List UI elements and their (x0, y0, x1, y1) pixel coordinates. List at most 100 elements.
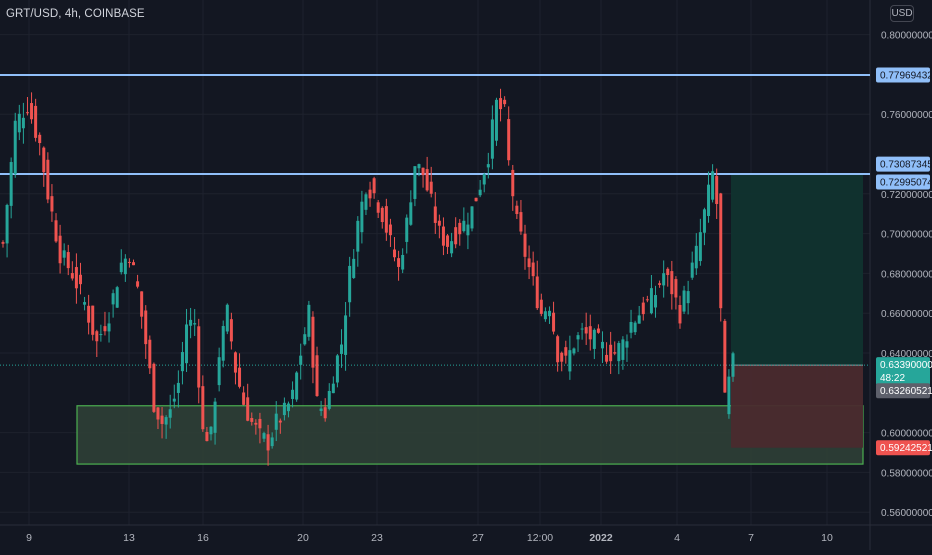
candle-body (34, 105, 38, 138)
candle-body (523, 233, 527, 257)
candle-body (132, 262, 136, 266)
candle-body (25, 112, 29, 114)
candle-body (376, 202, 380, 213)
candle-body (339, 344, 343, 354)
candle-body (401, 254, 405, 270)
x-tick-label: 2022 (589, 532, 613, 544)
candle-body (50, 196, 54, 212)
candle-body (666, 268, 670, 276)
candle-body (189, 319, 193, 326)
candle-body (609, 344, 613, 362)
candle-body (421, 167, 425, 176)
candle-body (185, 324, 189, 364)
candle-body (229, 319, 233, 342)
candle-body (572, 348, 576, 354)
candle-body (278, 420, 282, 423)
candle-body (335, 355, 339, 383)
price-axis[interactable]: 0.80000000 0.76000000 0.72000000 0.70000000… (881, 31, 932, 520)
candle-body (486, 164, 490, 168)
candle-body (535, 276, 539, 309)
candle-body (274, 413, 278, 430)
candle-body (364, 194, 368, 210)
candle-body (556, 336, 560, 363)
candle-body (103, 326, 107, 332)
candle-body (70, 273, 74, 279)
candle-body (180, 352, 184, 372)
position-stop-zone[interactable] (731, 365, 863, 448)
position-target-zone[interactable] (731, 174, 863, 366)
candle-body (17, 113, 21, 133)
candle-body (172, 398, 176, 402)
y-tick-label: 0.66000000 (881, 309, 932, 320)
candle-body (731, 353, 735, 377)
candle-body (441, 226, 445, 246)
candle-body (95, 331, 99, 342)
chart-title: GRT/USD, 4h, COINBASE (6, 8, 145, 20)
candle-body (670, 271, 674, 295)
candle-body (372, 178, 376, 194)
x-tick-label: 13 (123, 532, 135, 544)
price-label-last (876, 357, 930, 386)
candle-body (123, 258, 127, 275)
candle-body (54, 220, 58, 242)
candle-body (568, 350, 572, 372)
candle-body (564, 347, 568, 356)
candle-body (633, 322, 637, 333)
candle-body (254, 422, 258, 425)
candle-body (74, 267, 78, 289)
candle-body (217, 357, 221, 386)
candle-body (621, 339, 625, 360)
time-axis[interactable]: 9 13 16 20 23 27 12:00 2022 4 7 10 (26, 532, 833, 544)
candle-body (446, 235, 450, 247)
y-tick-label: 0.72000000 (881, 190, 932, 201)
candle-body (707, 184, 711, 217)
candle-body (715, 176, 719, 204)
y-tick-label: 0.58000000 (881, 468, 932, 479)
candle-body (576, 335, 580, 340)
candle-body (250, 418, 254, 422)
price-label-text: 0.63260521 (880, 386, 932, 397)
candle-body (209, 426, 213, 435)
candle-body (380, 207, 384, 223)
candle-body (470, 206, 474, 229)
candle-body (99, 334, 103, 336)
candle-body (348, 265, 352, 303)
candle-body (42, 147, 46, 173)
price-label-text: 0.77969432 (880, 71, 932, 82)
candle-body (413, 166, 417, 199)
price-label-countdown: 48:22 (880, 373, 905, 384)
candle-body (144, 310, 148, 345)
price-label-target (876, 174, 930, 190)
candle-body (527, 258, 531, 268)
candle-body (429, 181, 433, 194)
candle-body (164, 417, 168, 425)
candle-body (127, 261, 131, 263)
candle-body (311, 316, 315, 368)
price-label-grey (876, 383, 930, 399)
candle-body (299, 355, 303, 365)
candle-body (384, 206, 388, 233)
candle-body (5, 204, 9, 244)
candle-body (629, 322, 633, 333)
candle-body (148, 339, 152, 369)
candle-body (596, 328, 600, 333)
candle-body (678, 304, 682, 324)
candle-body (119, 262, 123, 273)
candle-body (197, 326, 201, 388)
currency-button[interactable]: USD (890, 5, 914, 22)
candle-body (136, 281, 140, 287)
candle-body (584, 327, 588, 334)
candle-body (140, 291, 144, 317)
horizontal-lines[interactable] (0, 74, 870, 175)
candle-body (295, 372, 299, 400)
candle-body (600, 341, 604, 349)
candle-body (91, 305, 95, 335)
candle-body (156, 407, 160, 420)
candle-body (588, 326, 592, 340)
x-tick-label: 7 (748, 532, 754, 544)
candle-body (433, 206, 437, 223)
candle-body (115, 287, 119, 308)
x-tick-label: 20 (297, 532, 309, 544)
